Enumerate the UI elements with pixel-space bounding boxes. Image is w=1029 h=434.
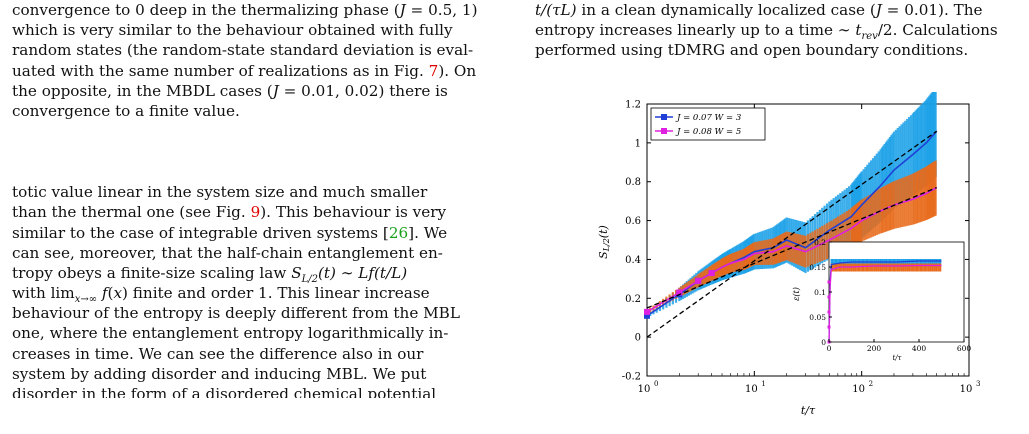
text-line: one, where the entanglement entropy loga…	[12, 324, 449, 343]
text-line: which is very similar to the behaviour o…	[12, 21, 453, 40]
x-tick-exponent: 3	[976, 380, 980, 388]
fit-line-1	[646, 130, 938, 338]
inset-data-point	[827, 295, 831, 299]
inset-y-tick-label: 0.05	[809, 313, 826, 322]
x-tick-exponent: 1	[761, 380, 765, 388]
inset-y-tick-label: 0.2	[814, 238, 826, 247]
inset-x-tick-label: 200	[867, 344, 882, 353]
x-tick-label: 10	[745, 384, 758, 395]
inset-data-point	[827, 310, 831, 314]
text-line: random states (the random-state standard…	[12, 41, 474, 60]
scaling-law-math: SL/2(t) ∼ Lf(t/L)	[291, 263, 408, 284]
inset-y-tick-label: 0.1	[814, 288, 826, 297]
text-line: than the thermal one (see Fig. 9). This …	[12, 203, 447, 222]
inset-data-point	[827, 280, 831, 284]
inset-plot-content	[827, 259, 942, 344]
text-line: convergence to 0 deep in the thermalizin…	[12, 1, 478, 19]
text-line: uated with the same number of realizatio…	[12, 61, 477, 80]
inset-y-tick-label: 0.15	[809, 263, 826, 272]
y-tick-label: 0.2	[625, 294, 641, 305]
y-tick-label: 0.6	[625, 216, 641, 227]
inset-frame	[828, 241, 965, 343]
inset-axis-ticks: 0 0.05 0.1 0.15 0.2 0 200 400 600	[809, 238, 971, 353]
inset-y-tick-label: 0	[821, 338, 826, 347]
x-tick-exponent: 0	[654, 380, 658, 388]
data-point	[676, 289, 683, 296]
x-tick-exponent: 2	[869, 380, 873, 388]
left-column: convergence to 0 deep in the thermalizin…	[12, 0, 494, 398]
inset-x-tick-label: 400	[912, 344, 927, 353]
text-line: tropy obeys a finite-size scaling law SL…	[12, 263, 408, 284]
legend: J = 0.07 W = 3 J = 0.08 W = 5	[650, 107, 766, 141]
y-tick-label: 1.2	[625, 100, 641, 111]
figure-caption: t/(τL) in a clean dynamically localized …	[535, 0, 1017, 61]
y-axis-label: SL/2(t)	[597, 225, 611, 259]
data-point	[644, 308, 650, 315]
text-line: with limx→∞ f(x) finite and order 1. Thi…	[12, 284, 430, 304]
caption-line: entropy increases linearly up to a time …	[535, 21, 998, 41]
text-line: behaviour of the entropy is deeply diffe…	[12, 304, 460, 323]
y-tick-label: -0.2	[622, 372, 641, 383]
y-tick-label: 1	[635, 138, 641, 149]
inset-y-axis-label: ε(t)	[792, 287, 801, 301]
fit-line-2	[646, 186, 937, 309]
citation-link[interactable]: 26	[388, 223, 409, 242]
data-point	[644, 312, 650, 319]
text-line: can see, moreover, that the half-chain e…	[12, 243, 443, 262]
inset-data-point	[827, 325, 831, 329]
inset-x-tick-label: 0	[827, 344, 832, 353]
text-line: creases in time. We can see the differen…	[12, 344, 424, 363]
legend-entry-series-1: J = 0.07 W = 3	[675, 113, 741, 123]
x-tick-label: 10	[852, 384, 865, 395]
caption-line: t/(τL) in a clean dynamically localized …	[535, 1, 983, 19]
legend-entry-series-2: J = 0.08 W = 5	[675, 127, 741, 137]
data-point	[695, 277, 702, 284]
y-tick-label: 0.4	[625, 255, 641, 266]
inset-x-axis-label: t/τ	[892, 354, 901, 362]
main-axis-ticks: -0.200.20.40.60.811.210 0 10 1 10 2 10 3	[622, 100, 981, 396]
caption-line: performed using tDMRG and open boundary …	[535, 41, 969, 60]
text-line: convergence to a finite value.	[12, 101, 240, 120]
text-line: similar to the case of integrable driven…	[12, 223, 448, 242]
y-tick-label: 0.8	[625, 177, 641, 188]
entropy-chart: -0.200.20.40.60.811.210 0 10 1 10 2 10 3 SL/2(t…	[597, 92, 981, 417]
legend-marker-series-2	[661, 128, 667, 134]
text-line: the opposite, in the MBDL cases (J = 0.0…	[12, 81, 448, 100]
data-point	[708, 270, 715, 277]
x-axis-label: t/τ	[801, 404, 816, 417]
figure-ref-link[interactable]: 7	[428, 61, 439, 80]
x-tick-label: 10	[638, 384, 651, 395]
text-line: system by adding disorder and inducing M…	[12, 364, 427, 383]
legend-marker-series-1	[661, 114, 667, 120]
x-tick-label: 10	[960, 384, 973, 395]
text-line: disorder in the form of a disordered che…	[12, 385, 437, 398]
text-line: totic value linear in the system size an…	[12, 183, 428, 202]
y-tick-label: 0	[635, 333, 641, 344]
figure-ref-link[interactable]: 9	[250, 203, 261, 222]
inset-x-tick-label: 600	[957, 344, 972, 353]
